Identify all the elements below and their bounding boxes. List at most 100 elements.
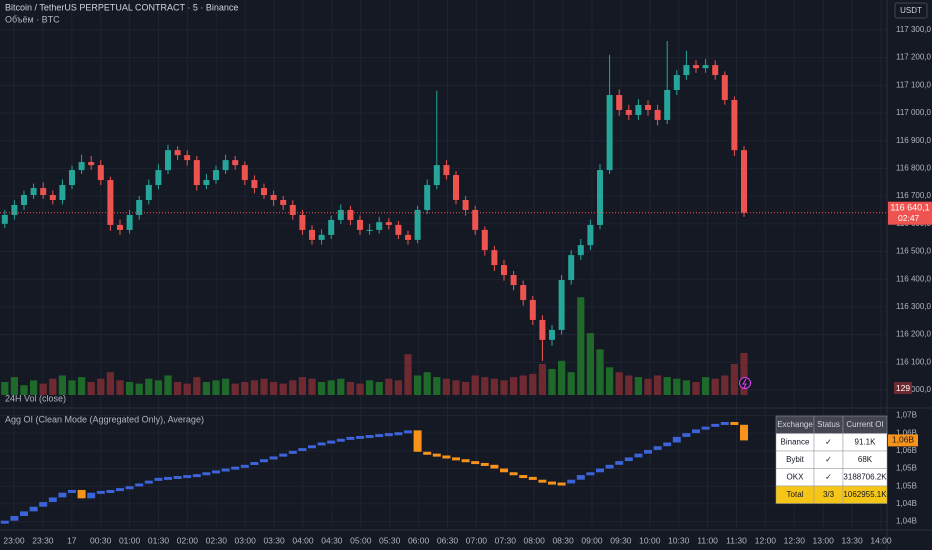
volume-bar	[577, 297, 585, 395]
volume-bar	[241, 381, 249, 395]
oi-block	[452, 457, 460, 461]
y-tick-label: 117 000,0	[896, 108, 932, 117]
oi-block	[250, 462, 259, 466]
candle-body	[683, 65, 690, 76]
x-tick-label: 01:00	[119, 535, 141, 545]
volume-bar	[452, 380, 460, 395]
y-tick-label: 116 100,0	[896, 357, 932, 366]
x-tick-label: 07:00	[466, 535, 488, 545]
volume-bar	[702, 377, 710, 395]
candle-body	[376, 222, 383, 230]
candle-body	[510, 275, 517, 286]
oi-block	[116, 488, 124, 492]
candle-body	[597, 170, 603, 225]
volume-bar	[78, 377, 86, 395]
oi-block	[720, 421, 729, 425]
volume-bar	[481, 377, 489, 395]
candle-body	[69, 170, 75, 186]
candle-body	[251, 180, 258, 189]
volume-bar	[654, 375, 662, 395]
oi-block	[327, 440, 336, 444]
x-tick-label: 02:00	[177, 535, 199, 545]
oi-block	[490, 464, 499, 469]
oi-block	[87, 492, 96, 499]
candle-body	[261, 188, 267, 196]
alert-icon[interactable]	[739, 377, 751, 389]
oi-block	[77, 489, 86, 499]
volume-bar	[183, 383, 191, 395]
volume-bar	[423, 372, 431, 395]
volume-bar	[202, 381, 210, 395]
oi-block	[10, 516, 19, 521]
table-cell-text: ✓	[825, 455, 832, 464]
oi-block	[202, 472, 211, 476]
volume-bar	[510, 377, 518, 395]
oi-block	[298, 448, 307, 452]
candle-body	[664, 90, 671, 120]
volume-bar	[366, 380, 374, 395]
candle-body	[203, 180, 210, 186]
table-cell-text: 91.1K	[855, 437, 877, 446]
candle-body	[40, 188, 47, 196]
oi-block	[240, 464, 249, 468]
oi-block	[394, 432, 403, 436]
candle-body	[299, 214, 306, 230]
y-tick-label: 116 700,0	[896, 191, 932, 200]
volume-bar	[135, 383, 143, 395]
candle-body	[721, 75, 728, 100]
volume-bar	[673, 378, 681, 395]
table-header: Status	[817, 420, 840, 429]
candle-body	[366, 229, 373, 231]
y-tick-label: 1,05B	[896, 464, 917, 473]
x-tick-label: 12:00	[755, 535, 777, 545]
volume-bar	[193, 377, 201, 395]
volume-bar	[500, 380, 508, 395]
candle-body	[309, 229, 315, 240]
volume-bar	[740, 352, 748, 395]
volume-bar	[462, 381, 470, 395]
volume-bar	[164, 375, 172, 395]
candle-body	[49, 195, 56, 200]
x-tick-label: 09:30	[610, 535, 632, 545]
mark-layer	[0, 40, 887, 524]
oi-block	[519, 475, 528, 479]
currency-button[interactable]	[894, 2, 928, 19]
candle-body	[88, 162, 95, 166]
candle-body	[606, 95, 613, 171]
candle-body	[232, 160, 239, 166]
candle-body	[193, 160, 200, 186]
oi-block	[164, 476, 172, 480]
candle-body	[328, 219, 335, 235]
oi-block	[701, 426, 710, 430]
volume-legend: Объём · BTC	[5, 14, 60, 24]
candle-body	[78, 162, 85, 171]
volume-bar	[20, 385, 28, 395]
x-tick-label: 01:30	[148, 535, 170, 545]
x-tick-label: 06:30	[437, 535, 459, 545]
candle-body	[30, 188, 37, 196]
oi-block	[404, 430, 412, 434]
candle-body	[568, 255, 575, 281]
currency-label[interactable]: USDT	[900, 6, 922, 15]
candle-body	[107, 180, 114, 225]
oi-block	[672, 436, 681, 443]
y-tick-label: 117 100,0	[896, 80, 932, 89]
oi-block	[740, 424, 748, 441]
table-cell-text: 68K	[858, 455, 873, 464]
y-tick-label: 116 800,0	[896, 164, 932, 173]
oi-block	[471, 461, 480, 465]
volume-bar	[404, 354, 412, 395]
oi-block	[365, 435, 374, 439]
candle-body	[347, 209, 354, 220]
x-tick-label: 10:00	[639, 535, 661, 545]
candle-body	[625, 109, 632, 115]
oi-last-box	[888, 434, 918, 447]
volume-bar	[212, 380, 220, 395]
oi-block	[68, 489, 76, 493]
oi-block	[231, 466, 240, 470]
candle-body	[165, 150, 171, 171]
oi-block	[48, 497, 57, 503]
table-cell-text: 3/3	[823, 490, 835, 499]
candle-body	[702, 65, 709, 69]
oi-block	[692, 429, 700, 434]
